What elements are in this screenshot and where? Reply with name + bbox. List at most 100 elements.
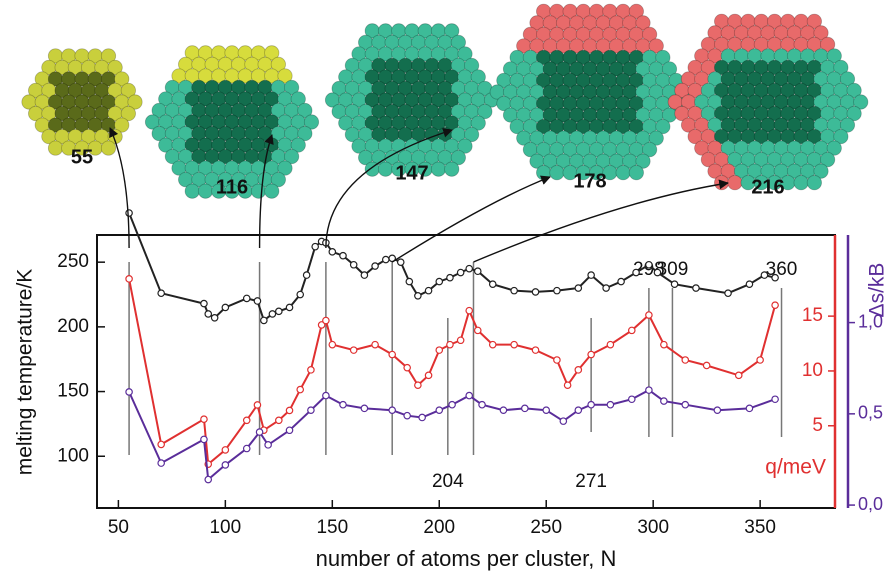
data-point <box>361 272 367 278</box>
data-point <box>205 476 211 482</box>
data-point <box>654 269 660 275</box>
data-point <box>286 427 292 433</box>
atom <box>629 165 643 179</box>
data-point <box>661 398 667 404</box>
x-tick-label: 100 <box>209 517 241 538</box>
data-point <box>588 402 594 408</box>
data-point <box>286 304 292 310</box>
cluster-label: 178 <box>573 170 606 192</box>
data-point <box>329 249 335 255</box>
data-point <box>575 407 581 413</box>
data-point <box>425 287 431 293</box>
data-point <box>303 272 309 278</box>
data-point <box>490 341 496 347</box>
y-tick-label: 150 <box>57 381 89 402</box>
data-point <box>725 290 731 296</box>
data-point <box>603 285 609 291</box>
data-point <box>372 341 378 347</box>
data-point <box>308 367 314 373</box>
data-point <box>693 285 699 291</box>
y-tick-label: 200 <box>57 316 89 337</box>
data-point <box>500 407 506 413</box>
data-point <box>746 405 752 411</box>
data-point <box>554 357 560 363</box>
data-point <box>404 412 410 418</box>
data-point <box>646 312 652 318</box>
cluster-image <box>22 49 142 156</box>
data-point <box>629 327 635 333</box>
data-point <box>646 262 652 268</box>
data-point <box>297 291 303 297</box>
data-point <box>340 253 346 259</box>
data-point <box>256 429 262 435</box>
atom <box>616 165 630 179</box>
chart: number of atoms per cluster, N melting t… <box>0 0 896 577</box>
data-point <box>361 405 367 411</box>
data-point <box>312 243 318 249</box>
data-point <box>340 402 346 408</box>
data-point <box>682 357 688 363</box>
data-point <box>522 405 528 411</box>
data-point <box>543 407 549 413</box>
data-point <box>629 396 635 402</box>
y3-tick-label: 0,5 <box>858 403 883 423</box>
data-point <box>772 274 778 280</box>
atom <box>431 162 445 176</box>
atom <box>807 175 821 189</box>
y2-axis-label: q/meV <box>765 456 826 479</box>
data-point <box>222 304 228 310</box>
x-axis-label: number of atoms per cluster, N <box>316 546 617 571</box>
data-point <box>772 396 778 402</box>
cluster-image <box>325 24 498 177</box>
atom <box>550 165 564 179</box>
data-point <box>158 290 164 296</box>
data-point <box>276 417 282 423</box>
data-point <box>746 281 752 287</box>
y3-axis-label: Δs/kB <box>866 263 889 318</box>
data-point <box>286 407 292 413</box>
data-point <box>254 402 260 408</box>
arrow <box>392 177 550 262</box>
data-point <box>511 341 517 347</box>
data-point <box>126 210 132 216</box>
data-point <box>682 402 688 408</box>
data-point <box>406 278 412 284</box>
data-point <box>564 382 570 388</box>
data-point <box>447 274 453 280</box>
data-point <box>447 341 453 347</box>
data-point <box>575 285 581 291</box>
data-point <box>457 337 463 343</box>
cluster-image <box>490 4 690 180</box>
data-point <box>761 272 767 278</box>
y-tick-label: 100 <box>57 445 89 466</box>
data-point <box>479 402 485 408</box>
data-point <box>265 442 271 448</box>
x-tick-label: 250 <box>530 517 562 538</box>
data-point <box>126 276 132 282</box>
marker-label: 309 <box>657 259 689 280</box>
data-point <box>588 351 594 357</box>
data-point <box>466 307 472 313</box>
marker-label: 271 <box>575 471 607 492</box>
y2-tick-label: 15 <box>802 305 823 326</box>
y-tick-label: 250 <box>57 251 89 272</box>
data-point <box>254 298 260 304</box>
data-point <box>661 341 667 347</box>
data-point <box>211 315 217 321</box>
atom <box>265 184 279 198</box>
data-point <box>222 462 228 468</box>
data-point <box>297 386 303 392</box>
data-point <box>575 367 581 373</box>
data-point <box>646 387 652 393</box>
data-point <box>415 382 421 388</box>
data-point <box>205 311 211 317</box>
data-point <box>126 389 132 395</box>
data-point <box>490 281 496 287</box>
data-point <box>201 436 207 442</box>
data-point <box>607 341 613 347</box>
data-point <box>607 402 613 408</box>
data-point <box>244 295 250 301</box>
data-point <box>389 351 395 357</box>
y2-tick-label: 5 <box>812 415 823 436</box>
data-point <box>158 441 164 447</box>
